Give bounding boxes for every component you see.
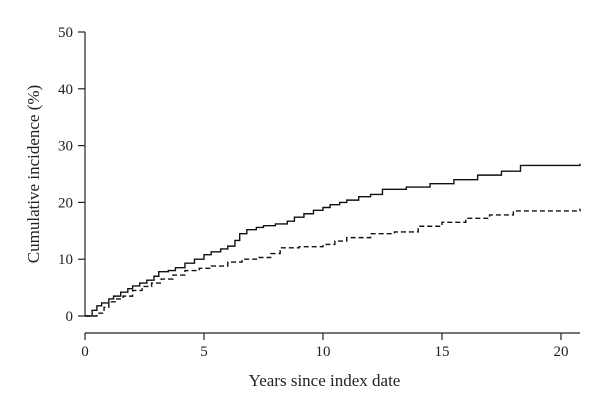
y-tick-label: 0	[66, 309, 74, 325]
y-ticks: 0 10 20 30 40 50	[58, 25, 85, 325]
y-tick-label: 10	[58, 252, 73, 268]
x-tick-label: 20	[553, 344, 568, 360]
series-layer	[85, 163, 581, 317]
x-tick-label: 10	[315, 344, 330, 360]
x-axis-label: Years since index date	[249, 371, 401, 390]
axes	[84, 32, 580, 334]
y-tick-label: 20	[58, 195, 73, 211]
x-tick-label: 5	[200, 344, 208, 360]
y-tick-label: 50	[58, 25, 73, 41]
x-tick-label: 0	[81, 344, 89, 360]
x-tick-label: 15	[434, 344, 449, 360]
y-axis-label: Cumulative incidence (%)	[24, 85, 43, 263]
x-ticks: 0 5 10 15 20	[81, 333, 568, 360]
solid-series-line	[85, 163, 581, 317]
y-tick-label: 40	[58, 82, 73, 98]
y-tick-label: 30	[58, 139, 73, 155]
dashed-series-line	[85, 208, 581, 317]
